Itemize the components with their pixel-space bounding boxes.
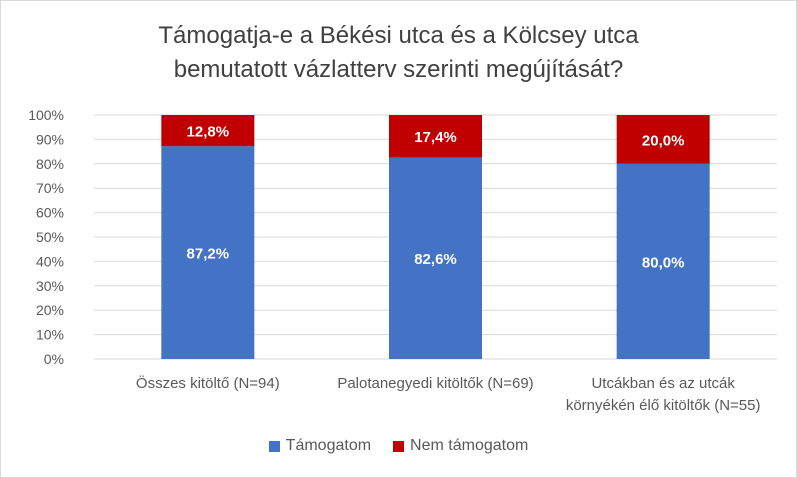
bar-nem-tamogatom-0 <box>161 115 255 147</box>
y-tick-label-5: 50% <box>36 229 64 245</box>
legend-swatch-tamogatom <box>268 440 280 452</box>
chart-legend: Támogatom Nem támogatom <box>1 437 796 455</box>
y-tick-label-7: 70% <box>36 180 64 196</box>
bar-nem-tamogatom-1 <box>389 115 482 158</box>
legend-label-nem-tamogatom: Nem támogatom <box>410 437 529 454</box>
chart-title: Támogatja-e a Békési utca és a Kölcsey u… <box>1 19 796 87</box>
bar-tamogatom-0 <box>161 146 255 359</box>
bar-tamogatom-1 <box>389 157 482 359</box>
chart-title-line-1: Támogatja-e a Békési utca és a Kölcsey u… <box>158 22 639 49</box>
data-label-tamogatom-1: 82,6% <box>414 251 457 268</box>
x-category-label-1-0: Palotanegyedi kitöltők (N=69) <box>337 375 533 392</box>
y-tick-label-9: 90% <box>36 131 64 147</box>
data-label-nem-tamogatom-1: 17,4% <box>414 129 457 146</box>
y-tick-label-8: 80% <box>36 156 64 172</box>
x-category-label-2-0: Utcákban és az utcák <box>591 375 735 392</box>
chart-plot: 0% 10% 20% 30% 40% 50% 60% 70% 80% 90% 100% 87,2% 12… <box>28 107 777 414</box>
legend-label-tamogatom: Támogatom <box>285 437 372 454</box>
y-tick-label-10: 100% <box>28 107 64 123</box>
data-label-nem-tamogatom-2: 20,0% <box>642 132 685 149</box>
data-label-tamogatom-0: 87,2% <box>187 246 230 263</box>
chart-title-line-2: bemutatott vázlatterv szerinti megújítás… <box>173 56 624 83</box>
data-label-tamogatom-2: 80,0% <box>642 254 685 271</box>
y-tick-label-6: 60% <box>36 205 64 221</box>
legend-item-nem-tamogatom: Nem támogatom <box>393 437 528 455</box>
y-tick-label-4: 40% <box>36 253 64 269</box>
bar-tamogatom-2 <box>616 163 710 359</box>
data-label-nem-tamogatom-0: 12,8% <box>187 124 230 141</box>
legend-swatch-nem-tamogatom <box>393 440 405 452</box>
y-tick-label-1: 10% <box>36 327 64 343</box>
x-category-label-2-1: környékén élő kitöltők (N=55) <box>566 397 761 414</box>
bar-nem-tamogatom-2 <box>616 115 710 164</box>
y-tick-label-3: 30% <box>36 278 64 294</box>
y-tick-label-0: 0% <box>44 351 64 367</box>
x-category-label-0-0: Összes kitöltő (N=94) <box>136 374 280 392</box>
y-tick-label-2: 20% <box>36 302 64 318</box>
legend-item-tamogatom: Támogatom <box>268 437 372 455</box>
